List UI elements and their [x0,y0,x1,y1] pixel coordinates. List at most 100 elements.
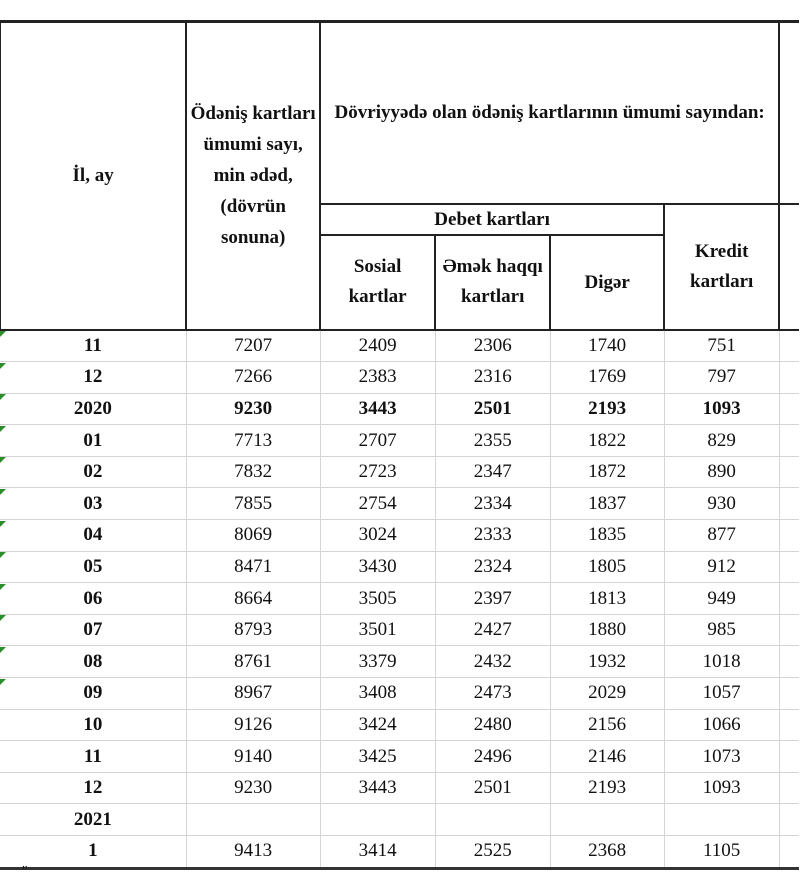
cell-period[interactable]: 1 [0,835,187,870]
cell-other[interactable]: 1932 [549,645,665,679]
cell-salary[interactable]: 2316 [434,361,551,394]
cell-total[interactable]: 8793 [185,613,321,647]
cell-other[interactable]: 2146 [549,740,665,773]
cell-credit[interactable]: 877 [663,519,780,552]
cell-total[interactable]: 7207 [185,328,321,363]
cell-social[interactable]: 3443 [319,392,436,426]
cell-credit[interactable]: 797 [663,361,780,394]
cell-social[interactable]: 3379 [319,645,436,679]
cell-salary[interactable]: 2501 [434,771,551,805]
cell-salary[interactable]: 2480 [434,708,551,742]
cell-period[interactable]: 04 [0,519,187,552]
cell-credit[interactable]: 985 [663,613,780,647]
cell-social[interactable]: 3408 [319,677,436,710]
cell-social[interactable]: 2754 [319,487,436,521]
cell-credit[interactable]: 912 [663,550,780,584]
cell-social[interactable] [319,803,436,836]
cell-credit[interactable]: 1018 [663,645,780,679]
cell-period[interactable]: 12 [0,771,187,805]
cell-period[interactable]: 05 [0,550,187,584]
cell-social[interactable]: 2383 [319,361,436,394]
cell-salary[interactable]: 2501 [434,392,551,426]
cell-period[interactable]: 08 [0,645,187,679]
cell-period[interactable]: 12 [0,361,187,394]
cell-other[interactable]: 2368 [549,835,665,870]
cell-social[interactable]: 3414 [319,835,436,870]
cell-credit[interactable]: 1093 [663,392,780,426]
cell-other[interactable]: 1837 [549,487,665,521]
cell-total[interactable]: 9413 [185,835,321,870]
cell-other[interactable]: 1822 [549,424,665,457]
cell-credit[interactable]: 930 [663,487,780,521]
cell-credit[interactable]: 751 [663,328,780,363]
cell-total[interactable]: 7855 [185,487,321,521]
cell-social[interactable]: 3501 [319,613,436,647]
cell-salary[interactable]: 2496 [434,740,551,773]
cell-credit[interactable]: 890 [663,455,780,489]
cell-total[interactable]: 7713 [185,424,321,457]
cell-salary[interactable]: 2333 [434,519,551,552]
cell-period[interactable]: 02 [0,455,187,489]
cell-total[interactable] [185,803,321,836]
cell-other[interactable]: 1835 [549,519,665,552]
cell-period[interactable]: 2021 [0,803,187,836]
cell-period[interactable]: 2020 [0,392,187,426]
cell-salary[interactable]: 2355 [434,424,551,457]
cell-salary[interactable]: 2427 [434,613,551,647]
cell-total[interactable]: 7832 [185,455,321,489]
cell-social[interactable]: 3443 [319,771,436,805]
cell-credit[interactable]: 1066 [663,708,780,742]
cell-credit[interactable] [663,803,780,836]
cell-salary[interactable]: 2432 [434,645,551,679]
cell-period[interactable]: 11 [0,328,187,363]
cell-period[interactable]: 06 [0,582,187,615]
cell-social[interactable]: 2409 [319,328,436,363]
cell-other[interactable]: 1813 [549,582,665,615]
cell-total[interactable]: 9230 [185,771,321,805]
cell-credit[interactable]: 1073 [663,740,780,773]
cell-period[interactable]: 07 [0,613,187,647]
cell-total[interactable]: 8471 [185,550,321,584]
cell-other[interactable]: 2156 [549,708,665,742]
cell-salary[interactable]: 2324 [434,550,551,584]
cell-credit[interactable]: 1093 [663,771,780,805]
cell-salary[interactable] [434,803,551,836]
cell-other[interactable]: 1740 [549,328,665,363]
cell-total[interactable]: 8069 [185,519,321,552]
cell-other[interactable]: 2193 [549,771,665,805]
cell-total[interactable]: 8967 [185,677,321,710]
cell-other[interactable]: 1880 [549,613,665,647]
cell-social[interactable]: 3425 [319,740,436,773]
cell-credit[interactable]: 829 [663,424,780,457]
cell-other[interactable]: 1769 [549,361,665,394]
cell-period[interactable]: 10 [0,708,187,742]
cell-social[interactable]: 3430 [319,550,436,584]
cell-salary[interactable]: 2306 [434,328,551,363]
cell-other[interactable]: 1872 [549,455,665,489]
cell-social[interactable]: 3024 [319,519,436,552]
cell-total[interactable]: 9140 [185,740,321,773]
cell-total[interactable]: 8664 [185,582,321,615]
cell-other[interactable]: 2029 [549,677,665,710]
cell-salary[interactable]: 2347 [434,455,551,489]
cell-total[interactable]: 9126 [185,708,321,742]
cell-social[interactable]: 3424 [319,708,436,742]
cell-salary[interactable]: 2397 [434,582,551,615]
cell-other[interactable]: 2193 [549,392,665,426]
cell-total[interactable]: 8761 [185,645,321,679]
cell-social[interactable]: 2707 [319,424,436,457]
cell-social[interactable]: 2723 [319,455,436,489]
cell-other[interactable]: 1805 [549,550,665,584]
cell-period[interactable]: 01 [0,424,187,457]
cell-period[interactable]: 09 [0,677,187,710]
cell-salary[interactable]: 2334 [434,487,551,521]
cell-salary[interactable]: 2525 [434,835,551,870]
cell-salary[interactable]: 2473 [434,677,551,710]
cell-period[interactable]: 11 [0,740,187,773]
cell-credit[interactable]: 1105 [663,835,780,870]
cell-total[interactable]: 7266 [185,361,321,394]
cell-other[interactable] [549,803,665,836]
cell-credit[interactable]: 949 [663,582,780,615]
cell-credit[interactable]: 1057 [663,677,780,710]
cell-total[interactable]: 9230 [185,392,321,426]
